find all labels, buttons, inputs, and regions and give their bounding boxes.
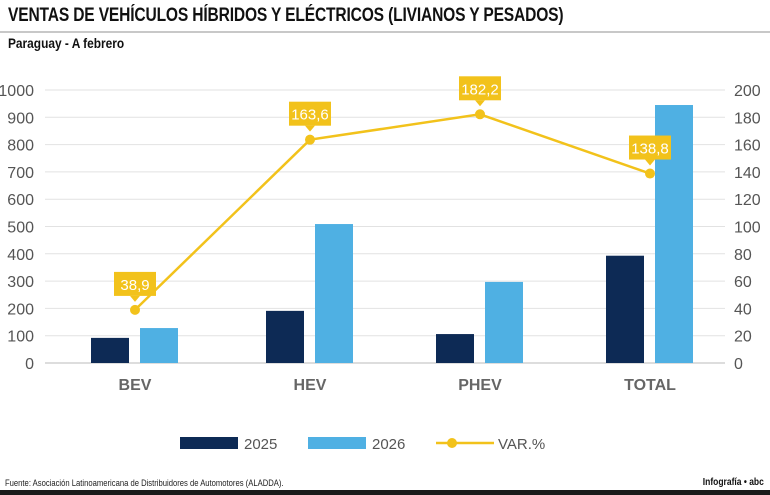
y-tick-label: 300 — [7, 274, 34, 291]
y2-tick-label: 200 — [734, 83, 761, 100]
bar-2025 — [606, 255, 644, 363]
line-point — [130, 304, 140, 315]
y-tick-label: 500 — [7, 220, 34, 237]
bar-2025 — [266, 310, 304, 363]
chart-subtitle: Paraguay - A febrero — [8, 35, 125, 51]
data-label: 182,2 — [461, 81, 499, 98]
y2-tick-label: 100 — [734, 220, 761, 237]
legend-label: VAR.% — [498, 436, 545, 453]
data-label-pointer — [475, 100, 485, 107]
data-label: 163,6 — [291, 107, 329, 124]
data-label-box — [289, 101, 331, 126]
data-label: 38,9 — [120, 277, 149, 294]
y-tick-label: 800 — [7, 138, 34, 155]
legend-swatch-2026 — [308, 437, 366, 449]
data-label-pointer — [645, 159, 655, 166]
y-tick-label: 200 — [7, 301, 34, 318]
y-tick-label: 900 — [7, 110, 34, 127]
category-label: TOTAL — [624, 377, 676, 394]
y2-tick-label: 180 — [734, 110, 761, 127]
y2-tick-label: 140 — [734, 165, 761, 182]
y2-tick-label: 0 — [734, 356, 743, 373]
bar-2025 — [436, 334, 474, 363]
bar-2026 — [315, 224, 353, 363]
credit: Infografía • abc — [702, 477, 764, 488]
line-point — [305, 134, 315, 145]
line-point — [645, 168, 655, 179]
data-label-box — [459, 76, 501, 101]
source-note: Fuente: Asociación Latinoamericana de Di… — [5, 478, 284, 488]
y-tick-label: 600 — [7, 192, 34, 209]
category-label: HEV — [294, 377, 327, 394]
bar-2026 — [140, 328, 178, 363]
y2-tick-label: 40 — [734, 301, 752, 318]
category-label: BEV — [119, 377, 152, 394]
legend-label: 2025 — [244, 436, 277, 453]
category-label: PHEV — [458, 377, 502, 394]
y2-tick-label: 60 — [734, 274, 752, 291]
data-label-pointer — [305, 125, 315, 132]
legend-label: 2026 — [372, 436, 405, 453]
y2-tick-label: 120 — [734, 192, 761, 209]
bottom-bar — [0, 490, 770, 495]
legend-swatch-2025 — [180, 437, 238, 449]
title-divider — [0, 31, 770, 33]
y2-tick-label: 80 — [734, 247, 752, 264]
data-label: 138,8 — [631, 141, 669, 158]
y2-tick-label: 20 — [734, 329, 752, 346]
bar-2026 — [485, 281, 523, 363]
bar-2025 — [91, 337, 129, 363]
y-tick-label: 0 — [25, 356, 34, 373]
chart-title: VENTAS DE VEHÍCULOS HÍBRIDOS Y ELÉCTRICO… — [8, 5, 564, 26]
line-var — [134, 113, 651, 311]
line-point — [475, 109, 485, 120]
y2-tick-label: 160 — [734, 138, 761, 155]
data-label-box — [629, 135, 671, 160]
y-tick-label: 400 — [7, 247, 34, 264]
data-label-box — [114, 271, 156, 296]
y-tick-label: 1000 — [0, 83, 34, 100]
data-label-pointer — [130, 295, 140, 302]
y-tick-label: 100 — [7, 329, 34, 346]
y-tick-label: 700 — [7, 165, 34, 182]
legend-swatch-marker — [447, 438, 457, 448]
